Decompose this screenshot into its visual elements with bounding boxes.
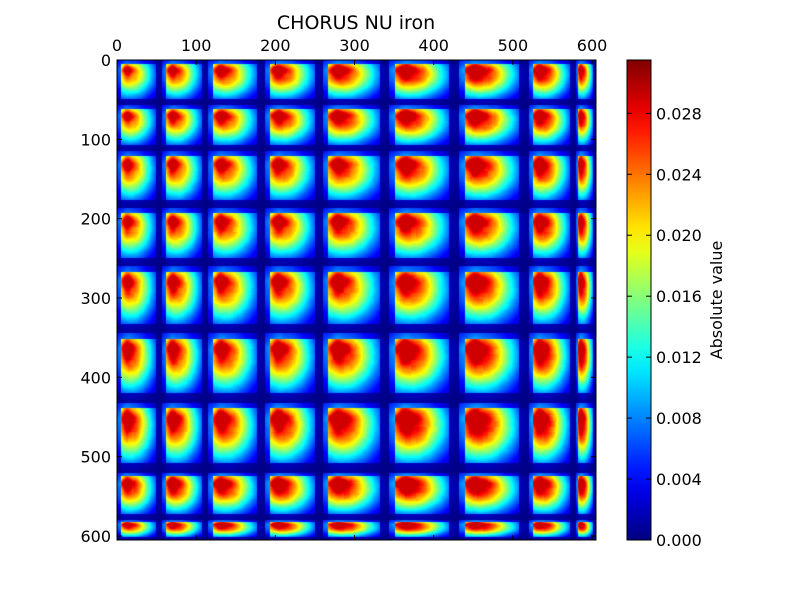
colorbar-ticks: 0.000 0.004 0.008 0.012 0.016 0.020 0.024 0.028 xyxy=(627,104,702,550)
y-tick-label: 100 xyxy=(80,130,111,149)
colorbar-label: Absolute value xyxy=(707,241,726,360)
colorbar xyxy=(627,60,651,540)
y-tick-label: 300 xyxy=(80,289,111,308)
y-tick-label: 500 xyxy=(80,448,111,467)
y-tick-label: 200 xyxy=(80,210,111,229)
y-tick-label: 0 xyxy=(101,51,111,70)
colorbar-tick-label: 0.008 xyxy=(656,409,702,428)
x-tick-label: 100 xyxy=(181,36,212,55)
x-tick-label: 300 xyxy=(339,36,370,55)
x-tick-label: 200 xyxy=(260,36,291,55)
x-tick-label: 400 xyxy=(418,36,449,55)
y-tick-label: 600 xyxy=(80,527,111,546)
y-axis: 0 100 200 300 400 500 600 xyxy=(80,51,596,546)
y-tick-label: 400 xyxy=(80,368,111,387)
colorbar-tick-label: 0.020 xyxy=(656,226,702,245)
heatmap-image xyxy=(117,60,596,540)
colorbar-tick-label: 0.016 xyxy=(656,287,702,306)
colorbar-tick-label: 0.024 xyxy=(656,165,702,184)
x-tick-label: 600 xyxy=(577,36,608,55)
colorbar-tick-label: 0.004 xyxy=(656,470,702,489)
colorbar-tick-label: 0.028 xyxy=(656,104,702,123)
plot-frame xyxy=(116,59,597,541)
heatmap-matrix xyxy=(117,60,596,540)
colorbar-tick-label: 0.000 xyxy=(656,531,702,550)
colorbar-tick-label: 0.012 xyxy=(656,348,702,367)
x-tick-label: 500 xyxy=(498,36,529,55)
colorbar-frame xyxy=(626,59,652,541)
x-axis: 0 100 200 300 400 500 600 xyxy=(112,36,607,540)
chart-title: CHORUS NU iron xyxy=(277,12,435,34)
x-tick-label: 0 xyxy=(112,36,122,55)
